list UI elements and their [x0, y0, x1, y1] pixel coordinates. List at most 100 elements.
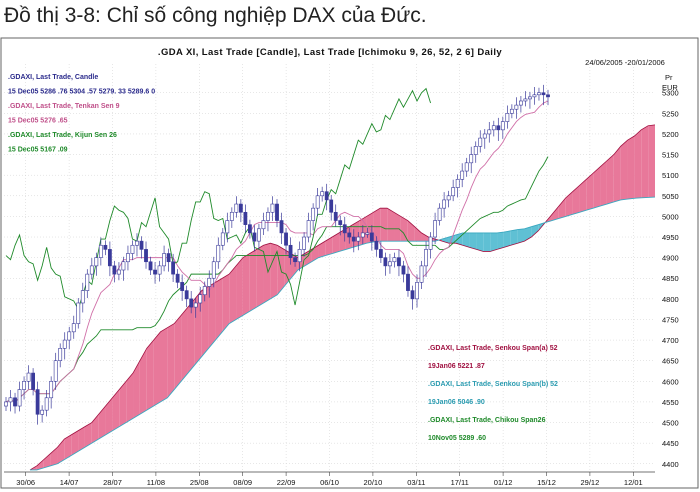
y-tick-label: 4500	[662, 419, 679, 428]
candle-body	[541, 92, 546, 96]
y-tick-label: 4800	[662, 295, 679, 304]
x-tick-label: 08/09	[233, 478, 252, 487]
legend-entry: .GDAXI, Last Trade, Kijun Sen 26	[8, 132, 117, 139]
candle-body	[365, 232, 370, 235]
candle-body	[153, 269, 157, 275]
cloud-segment-bullish	[332, 232, 340, 254]
candle-body	[360, 232, 365, 238]
x-tick-label: 11/08	[147, 478, 165, 487]
candle-body	[311, 207, 316, 221]
candle-body	[455, 179, 460, 188]
candle-body	[103, 244, 108, 250]
legend-entry: .GDAXI, Last Trade, Tenkan Sen 9	[8, 103, 120, 110]
candle-body	[62, 339, 67, 349]
x-tick-label: 30/06	[16, 478, 35, 487]
candle-body	[369, 232, 374, 242]
cloud-segment-bullish	[620, 140, 628, 200]
cloud-segment-bullish	[600, 160, 607, 207]
cloud-segment-bullish	[339, 228, 346, 252]
y-tick-label: 4600	[662, 377, 679, 386]
y-tick-label: 4700	[662, 336, 679, 345]
cloud-segment-bullish	[242, 253, 250, 316]
candle-body	[487, 129, 492, 135]
candle-body	[315, 195, 320, 209]
candle-body	[49, 381, 54, 399]
candle-body	[135, 240, 139, 246]
cloud-segment-bullish	[229, 265, 237, 324]
candle-body	[378, 249, 383, 258]
candle-body	[279, 220, 284, 234]
candle-body	[342, 224, 347, 234]
y-tick-label: 4450	[662, 439, 679, 448]
legend-entry: .GDAXI, Last Trade, Chikou Span26	[428, 417, 546, 424]
candle-body	[126, 253, 130, 263]
cloud-segment-bullish	[139, 348, 147, 415]
candle-body	[225, 220, 230, 234]
y-axis: 4400 4450 4500 4550 4600 4650 4700 4750 4800 4850…	[662, 89, 679, 469]
cloud-segment-bullish	[414, 226, 422, 242]
candle-body	[26, 372, 31, 382]
candle-body	[392, 257, 397, 263]
candle-body	[270, 203, 275, 213]
x-axis: 30/06 14/07 28/07 11/08 25/08 08/09 22/09 06/10…	[4, 471, 655, 487]
cloud-segment-bullish	[222, 274, 230, 332]
candle-body	[85, 273, 90, 291]
cloud-segment-bullish	[98, 406, 106, 440]
candle-body	[473, 146, 478, 155]
cloud-segment-bullish	[572, 185, 580, 215]
cloud-segment-bullish	[187, 298, 195, 374]
candle-body	[424, 249, 428, 267]
candle-body	[89, 265, 94, 275]
candle-body	[157, 265, 162, 275]
candle-body	[297, 249, 302, 263]
candle-body	[248, 224, 252, 234]
candle-body	[148, 261, 153, 271]
candle-body	[112, 265, 117, 275]
page-caption: Đồ thị 3-8: Chỉ số công nghiệp DAX của Đ…	[4, 4, 427, 27]
x-tick-label: 15/12	[537, 478, 556, 487]
cloud-segment-bullish	[256, 245, 264, 308]
cloud-segment-bearish	[524, 226, 532, 242]
cloud-segment-bullish	[373, 208, 381, 242]
cloud-segment-bearish	[476, 232, 484, 252]
candle-body	[175, 273, 180, 283]
cloud-segment-bullish	[105, 397, 113, 435]
cloud-segment-bearish	[497, 232, 504, 250]
cloud-segment-bullish	[400, 216, 408, 242]
candle-body	[356, 236, 361, 242]
cloud-segment-bullish	[208, 282, 216, 349]
cloud-segment-bullish	[565, 191, 573, 217]
candle-body	[193, 302, 198, 308]
cloud-segment-bullish	[153, 331, 161, 407]
y-tick-label: 4850	[662, 274, 679, 283]
cloud-segment-bullish	[43, 453, 51, 468]
cloud-segment-bullish	[146, 340, 154, 411]
candle-body	[216, 244, 221, 263]
cloud-segment-bearish	[483, 232, 491, 252]
candle-body	[257, 228, 261, 242]
cloud-segment-bearish	[462, 232, 470, 248]
y-tick-label: 5300	[662, 89, 679, 98]
y-tick-label: 4900	[662, 254, 679, 263]
cloud-segment-bullish	[119, 381, 127, 427]
cloud-segment-bullish	[551, 206, 559, 221]
candle-body	[189, 298, 194, 308]
candle-body	[107, 249, 112, 267]
cloud-segment-bullish	[304, 249, 312, 266]
x-tick-label: 06/10	[320, 478, 339, 487]
candle-body	[451, 187, 456, 197]
cloud-segment-bullish	[201, 286, 209, 357]
y-tick-label: 4400	[662, 460, 679, 469]
cloud-segment-bearish	[503, 230, 511, 248]
cloud-segment-bullish	[641, 125, 649, 198]
candle-body	[117, 269, 121, 275]
candle-body	[442, 199, 447, 209]
candle-body	[546, 94, 550, 98]
cloud-segment-bullish	[387, 208, 395, 242]
candle-body	[166, 253, 171, 263]
cloud-segment-bullish	[64, 434, 72, 460]
candle-body	[180, 282, 185, 291]
grid	[4, 64, 655, 472]
cloud-segment-bullish	[634, 129, 642, 199]
